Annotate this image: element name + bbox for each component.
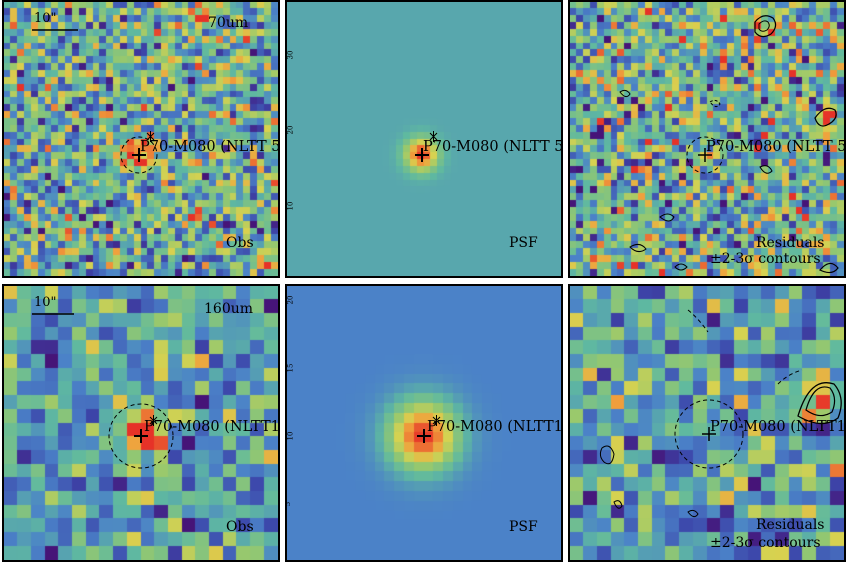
contour-line (674, 263, 688, 271)
contour-line-negative (709, 99, 721, 108)
contour-line (687, 509, 699, 518)
contour-line (629, 243, 647, 253)
aperture-circle (686, 136, 724, 174)
tick-label: 5 (285, 501, 293, 507)
source-name-label: P70-M080 (NLTT1 (144, 419, 280, 435)
aperture-circle (674, 399, 744, 469)
residual-overlay-70um (619, 15, 839, 274)
contour-line (659, 213, 675, 222)
contour-line (599, 445, 615, 465)
source-cross-marker (134, 429, 148, 443)
contour-line-negative (687, 309, 709, 333)
obs-panel-70um: 10" 70um P70-M080 (NLTT 5 Obs (2, 0, 280, 278)
band-label: 160um (204, 301, 254, 317)
residual-image-70um (570, 2, 844, 276)
obs-panel-160um: 10" 160um P70-M080 (NLTT1 Obs (2, 284, 280, 562)
residuals-label: Residuals (756, 517, 825, 533)
contour-line (758, 20, 770, 32)
obs-image-160um (4, 286, 278, 560)
tick-label: 30 (286, 50, 295, 60)
star-marker (146, 131, 155, 142)
scalebar-label: 10" (34, 295, 57, 310)
contour-line (814, 107, 837, 127)
tick-label: 10 (286, 201, 295, 211)
residual-panel-160um: P70-M080 (NLTT1 Residuals ±2-3σ contours (568, 284, 846, 562)
psf-label: PSF (509, 519, 538, 535)
aperture-circle (108, 403, 174, 469)
star-marker (149, 415, 158, 426)
residuals-label: Residuals (756, 235, 825, 251)
contour-line (754, 15, 777, 38)
tick-label: 10 (286, 431, 295, 441)
source-name-label: P70-M080 (NLTT1 (710, 419, 846, 435)
source-name-label: P70-M080 (NLTT 5 (706, 139, 846, 155)
star-marker (432, 415, 441, 426)
star-marker (429, 131, 438, 142)
psf-image-70um (287, 2, 561, 276)
source-cross-marker (132, 148, 146, 162)
contours-label: ±2-3σ contours (710, 251, 821, 267)
source-cross-marker (702, 427, 716, 441)
residual-panel-70um: P70-M080 (NLTT 5 Residuals ±2-3σ contour… (568, 0, 846, 278)
contours-label: ±2-3σ contours (710, 535, 821, 551)
source-name-label: P70-M080 (NLTT 5 (423, 139, 563, 155)
aperture-circle (120, 136, 158, 174)
contour-line (797, 382, 842, 425)
source-name-label: P70-M080 (NLTT1 (427, 419, 563, 435)
psf-overlay-70um (415, 131, 438, 162)
source-cross-marker (415, 148, 429, 162)
contour-line (819, 262, 839, 274)
contour-line (759, 165, 773, 174)
psf-panel-160um: 20 15 10 5 P70-M080 (NLTT1 PSF (285, 284, 563, 562)
psf-label: PSF (509, 235, 538, 251)
residual-overlay-160um (599, 309, 842, 518)
contour-line (805, 386, 836, 417)
band-label: 70um (208, 15, 249, 31)
psf-overlay-160um (417, 415, 441, 443)
scalebar-label: 10" (34, 11, 57, 26)
obs-image-70um (4, 2, 278, 276)
source-name-label: P70-M080 (NLTT 5 (140, 139, 280, 155)
tick-label: 15 (286, 363, 295, 373)
obs-label: Obs (226, 519, 254, 535)
obs-overlay-160um (32, 313, 174, 469)
source-cross-marker (698, 148, 712, 162)
tick-label: 20 (286, 125, 295, 135)
psf-image-160um (287, 286, 561, 560)
obs-overlay-70um (32, 29, 158, 174)
source-cross-marker (417, 429, 431, 443)
tick-label: 20 (286, 295, 295, 305)
psf-panel-70um: 30 20 10 P70-M080 (NLTT 5 PSF (285, 0, 563, 278)
contour-line (619, 89, 631, 98)
contour-line (613, 500, 623, 509)
obs-label: Obs (226, 235, 254, 251)
contour-line-negative (777, 369, 803, 385)
residual-image-160um (570, 286, 844, 560)
